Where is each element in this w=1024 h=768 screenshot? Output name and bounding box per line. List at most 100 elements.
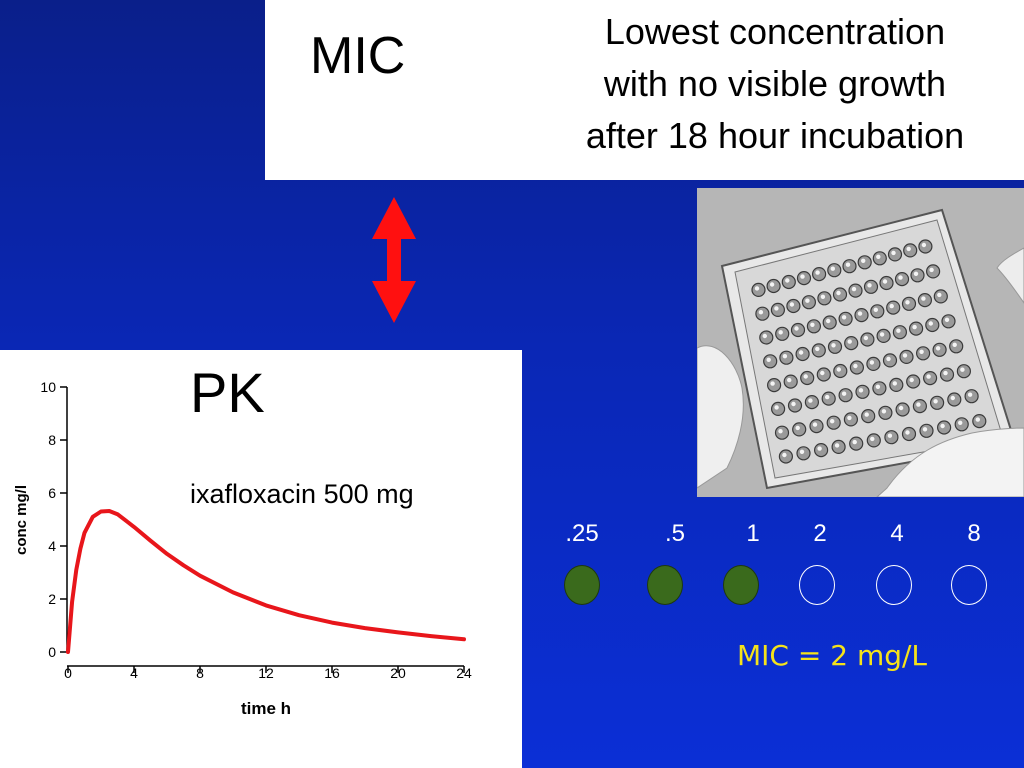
plate-well-highlight	[830, 266, 835, 271]
plate-well-highlight	[909, 377, 914, 383]
plate-well-highlight	[929, 267, 934, 273]
plate-well-highlight	[830, 419, 835, 424]
double-arrow-vertical-icon	[372, 197, 416, 323]
plate-well-highlight	[896, 328, 901, 333]
plate-well-highlight	[847, 339, 852, 344]
plate-well-highlight	[778, 429, 783, 434]
plate-well-highlight	[803, 374, 808, 379]
plate-well-highlight	[800, 274, 805, 279]
microtiter-plate-image	[697, 188, 1024, 497]
plate-well-highlight	[834, 443, 840, 448]
plate-well-highlight	[898, 275, 903, 280]
plate-well-highlight	[943, 370, 948, 376]
drug-label: ixafloxacin 500 mg	[190, 479, 414, 509]
x-tick-label: 12	[258, 665, 274, 681]
concentration-label: 1	[746, 520, 760, 547]
x-tick-label: 20	[390, 665, 406, 681]
plate-well-highlight	[820, 370, 825, 376]
plate-well-highlight	[836, 290, 841, 296]
concentration-label: 8	[967, 520, 981, 547]
plate-well-highlight	[912, 324, 917, 330]
y-tick-label: 4	[48, 538, 56, 554]
plate-well-highlight	[826, 318, 831, 324]
plate-well-highlight	[921, 296, 926, 301]
plate-well-highlight	[852, 439, 857, 445]
plate-well-highlight	[952, 342, 957, 347]
plate-well-highlight	[944, 317, 950, 322]
y-tick-label: 6	[48, 485, 56, 501]
well-1	[647, 565, 683, 605]
plate-well-highlight	[886, 356, 891, 362]
y-tick-label: 2	[48, 591, 56, 607]
plate-well-highlight	[766, 357, 771, 362]
plate-well-highlight	[870, 436, 875, 442]
plate-well-highlight	[851, 286, 857, 292]
concentration-label: 2	[813, 520, 827, 547]
pk-chart-panel	[0, 350, 522, 768]
plate-well-highlight	[841, 391, 847, 396]
plate-well-highlight	[916, 402, 921, 407]
plate-well-highlight	[805, 298, 810, 303]
plate-well-highlight	[799, 449, 805, 454]
well-5	[951, 565, 987, 605]
plate-well-highlight	[825, 394, 830, 400]
plate-well-highlight	[754, 286, 760, 291]
plate-well-highlight	[812, 422, 818, 427]
y-tick-label: 0	[48, 644, 56, 660]
plate-well-highlight	[858, 388, 864, 393]
plate-well-highlight	[845, 262, 851, 267]
plate-well-highlight	[928, 321, 933, 326]
mic-result: MIC = 2 mg/L	[737, 639, 928, 672]
mic-definition-panel	[265, 0, 1024, 180]
definition-line: with no visible growth	[603, 63, 947, 104]
plate-well-highlight	[921, 242, 927, 248]
plate-well-highlight	[891, 250, 896, 256]
plate-well-highlight	[791, 401, 796, 407]
plate-well-highlight	[881, 409, 887, 414]
plate-well-highlight	[798, 350, 804, 355]
plate-well-highlight	[876, 254, 881, 259]
plate-well-highlight	[841, 315, 847, 320]
pk-title: PK	[190, 361, 265, 424]
plate-well-highlight	[913, 271, 919, 276]
plate-well-highlight	[817, 446, 822, 451]
mic-definition: Lowest concentration with no visible gro…	[530, 6, 1020, 162]
plate-well-highlight	[967, 392, 973, 397]
plate-well-highlight	[935, 346, 941, 351]
y-tick-label: 10	[40, 379, 56, 395]
plate-well-highlight	[889, 303, 894, 309]
x-tick-label: 8	[196, 665, 204, 681]
plate-well-highlight	[861, 258, 866, 263]
plate-well-highlight	[810, 322, 815, 327]
plate-well-highlight	[847, 415, 852, 421]
plate-well-highlight	[933, 399, 938, 404]
plate-well-highlight	[789, 302, 795, 307]
plate-well-highlight	[815, 270, 820, 275]
plate-well-highlight	[820, 294, 826, 299]
concentration-label: 4	[890, 520, 904, 547]
plate-well-highlight	[869, 360, 875, 365]
plate-well-highlight	[958, 420, 963, 425]
plate-well-highlight	[770, 381, 775, 386]
plate-well-highlight	[857, 311, 863, 316]
plate-well-highlight	[836, 367, 841, 372]
plate-well-highlight	[769, 282, 775, 287]
x-tick-label: 24	[456, 665, 472, 681]
plate-well-highlight	[785, 278, 790, 283]
concentration-label: .25	[565, 520, 599, 547]
concentration-labels: .25 .5 1 2 4 8	[540, 520, 1010, 560]
well-0	[564, 565, 600, 605]
plate-well-highlight	[902, 353, 908, 358]
plate-well-highlight	[898, 405, 904, 411]
concentration-label: .5	[664, 520, 686, 547]
plate-well-highlight	[758, 310, 764, 315]
plate-well-highlight	[873, 307, 878, 312]
plate-well-highlight	[879, 332, 885, 337]
x-tick-label: 4	[130, 665, 138, 681]
plate-well-highlight	[853, 363, 858, 369]
plate-well-highlight	[815, 346, 820, 352]
plate-well-highlight	[975, 417, 980, 422]
plate-well-highlight	[808, 398, 813, 403]
plate-well-highlight	[905, 430, 910, 435]
